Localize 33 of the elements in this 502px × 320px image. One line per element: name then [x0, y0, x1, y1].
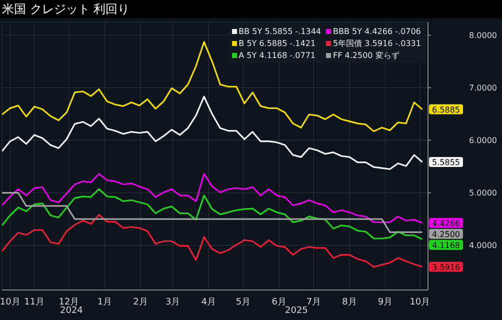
text: 2024 — [60, 306, 83, 316]
x-tick-label: 4月 — [201, 297, 216, 308]
y-tick-label: 5.0000 — [469, 188, 497, 198]
text: 2025 — [285, 306, 308, 316]
legend-label: B 5Y 6.5885 -.1421 — [238, 38, 316, 48]
x-tick-label: 6月 — [272, 297, 286, 308]
x-tick-label: 3月 — [165, 297, 180, 308]
data-label: 3.5916 — [432, 262, 460, 272]
data-label: 6.5885 — [432, 105, 460, 114]
x-tick-label: 1月 — [97, 297, 112, 308]
legend-label: 5年国債 3.5916 -.0331 — [333, 38, 421, 48]
legend-label: FF 4.2500 変らず — [333, 50, 400, 60]
chart-title: 米国 クレジット 利回り — [0, 0, 502, 18]
x-tick-label: 5月 — [236, 297, 251, 308]
y-tick-label: 8.0000 — [469, 30, 497, 40]
data-label: 4.4266 — [432, 218, 460, 228]
x-tick-label: 9月 — [378, 297, 393, 308]
x-tick-label: 2月 — [133, 297, 148, 308]
y-tick-label: 6.0000 — [469, 136, 497, 146]
data-label: 4.2500 — [432, 230, 460, 239]
data-label: 5.5855 — [432, 158, 460, 168]
y-tick-label: 7.0000 — [469, 84, 497, 93]
x-tick-label: 7月 — [306, 297, 322, 308]
x-tick-label: 11月 — [24, 297, 45, 308]
legend-label: A 5Y 4.1168 -.0771 — [238, 50, 316, 60]
data-label: 4.1168 — [432, 240, 460, 250]
legend-label: BB 5Y 5.5855 -.1344 — [238, 26, 322, 36]
x-tick-label: 10月 — [410, 297, 430, 308]
y-tick-label: 4.0000 — [469, 241, 497, 250]
x-tick-label: 8月 — [342, 297, 357, 308]
x-tick-label: 12月 — [58, 297, 80, 308]
legend-label: BBB 5Y 4.4266 -.0706 — [333, 26, 421, 36]
x-tick-label: 10月 — [0, 297, 20, 308]
